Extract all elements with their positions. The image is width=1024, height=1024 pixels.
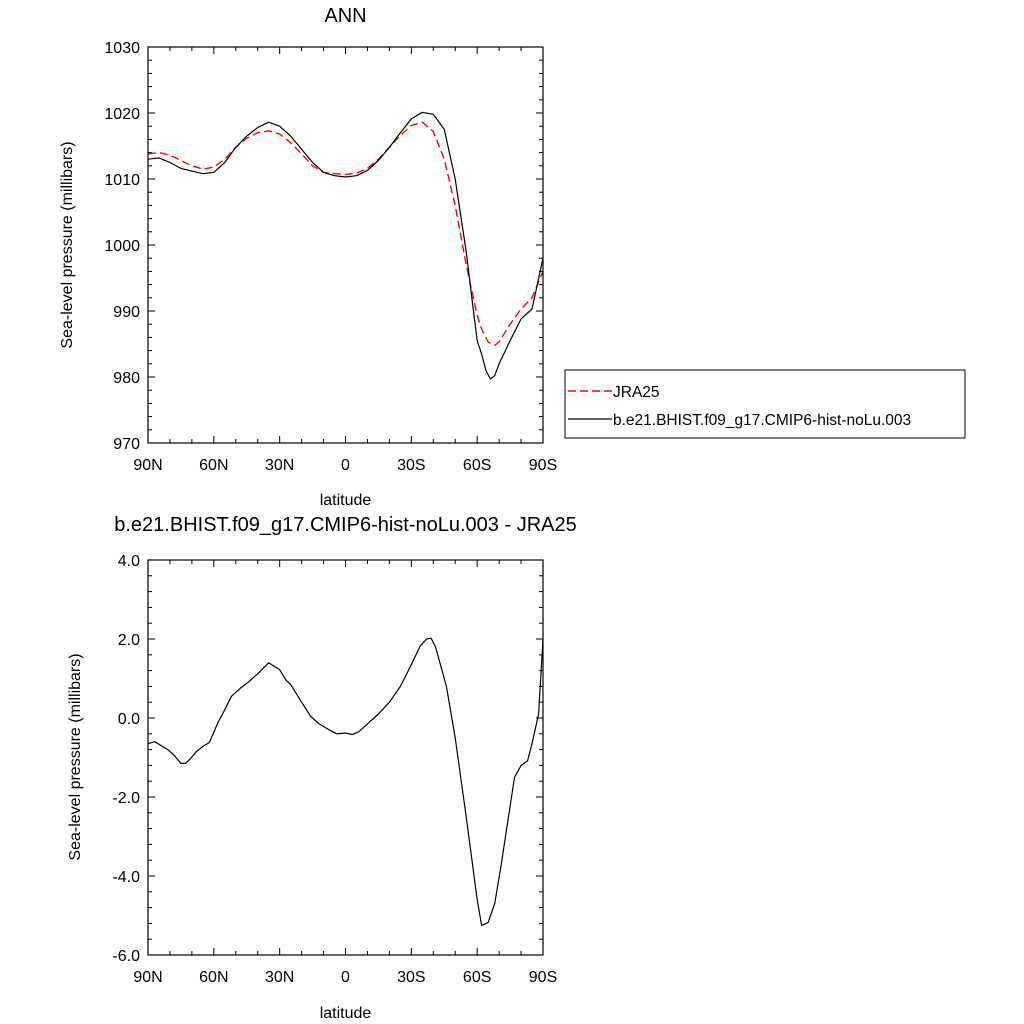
y-tick-label: 1000 [104, 238, 140, 255]
chart-panel-mean: ANN 90N 60N 30N 0 30S 60S 90S 970 980 990 1000 1010… [59, 5, 966, 509]
series-line-difference [147, 637, 544, 927]
plot-area: 90N 60N 30N 0 30S 60S 90S -6.0 -4.0 -2.0 0.0 2.0 4.0 [112, 553, 557, 986]
y-tick-label: 0.0 [118, 711, 140, 728]
y-tick-label: 990 [113, 304, 140, 321]
legend-box [564, 369, 966, 439]
x-tick-label: 90N [133, 969, 162, 986]
x-tick-label: 60N [199, 457, 228, 474]
x-tick-label: 90S [529, 457, 557, 474]
legend-label-jra25: JRA25 [613, 384, 660, 401]
x-tick-label: 0 [341, 969, 350, 986]
legend-label-model: b.e21.BHIST.f09_g17.CMIP6-hist-noLu.003 [613, 412, 911, 429]
series-line-jra25 [147, 121, 544, 346]
x-tick-label: 30N [265, 969, 294, 986]
y-tick-label: 1030 [104, 40, 140, 57]
y-tick-label: -6.0 [112, 948, 140, 965]
x-tick-label: 60S [463, 457, 491, 474]
plot-frame [147, 46, 544, 444]
y-axis-label: Sea-level pressure (millibars) [59, 141, 76, 348]
y-tick-label: -2.0 [112, 790, 140, 807]
x-tick-label: 90S [529, 969, 557, 986]
y-axis-label: Sea-level pressure (millibars) [67, 653, 84, 860]
y-tick-label: 1010 [104, 172, 140, 189]
y-tick-label: 970 [113, 436, 140, 453]
y-tick-label: 2.0 [118, 632, 140, 649]
x-tick-label: 60N [199, 969, 228, 986]
y-tick-label: 980 [113, 370, 140, 387]
x-axis-label: latitude [320, 492, 372, 509]
x-axis-label: latitude [320, 1005, 372, 1022]
legend: JRA25 b.e21.BHIST.f09_g17.CMIP6-hist-noL… [564, 369, 966, 439]
chart-title: b.e21.BHIST.f09_g17.CMIP6-hist-noLu.003 … [114, 514, 576, 536]
y-tick-label: -4.0 [112, 869, 140, 886]
plot-frame [147, 559, 544, 956]
chart-panel-difference: b.e21.BHIST.f09_g17.CMIP6-hist-noLu.003 … [67, 514, 577, 1022]
x-tick-label: 60S [463, 969, 491, 986]
x-tick-label: 0 [341, 457, 350, 474]
x-tick-label: 30N [265, 457, 294, 474]
x-tick-label: 30S [397, 969, 425, 986]
x-tick-label: 90N [133, 457, 162, 474]
series-line-model [147, 111, 544, 380]
chart-title: ANN [324, 5, 366, 27]
y-tick-label: 1020 [104, 106, 140, 123]
y-tick-label: 4.0 [118, 553, 140, 570]
plot-area: 90N 60N 30N 0 30S 60S 90S 970 980 990 1000 1010 1020… [104, 40, 557, 474]
x-tick-label: 30S [397, 457, 425, 474]
